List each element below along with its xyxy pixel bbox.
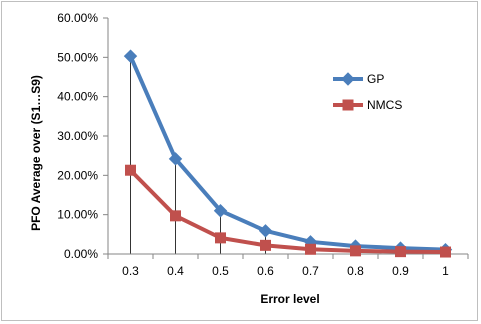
data-point — [168, 152, 183, 166]
y-tick-label: 60.00% — [57, 11, 98, 25]
data-point — [440, 246, 451, 258]
legend-marker — [341, 72, 355, 86]
legend-label: GP — [367, 72, 384, 86]
x-tick-label: 0.7 — [302, 264, 319, 278]
legend-marker — [342, 99, 354, 111]
legend: GP NMCS — [333, 72, 402, 112]
x-tick-label: 0.3 — [122, 264, 139, 278]
legend-item-nmcs: NMCS — [333, 98, 402, 112]
series-gp — [123, 49, 453, 257]
y-axis-title: PFO Average over (S1…S9) — [29, 75, 43, 231]
x-axis-title: Error level — [260, 292, 319, 306]
x-tick-label: 0.5 — [212, 264, 229, 278]
legend-item-gp: GP — [333, 72, 384, 86]
data-point — [170, 210, 181, 222]
series-line — [129, 168, 446, 255]
data-point — [213, 204, 228, 218]
y-tick-label: 30.00% — [57, 129, 98, 143]
data-point — [305, 243, 316, 255]
legend-label: NMCS — [367, 98, 402, 112]
data-point — [258, 224, 273, 238]
data-point — [123, 49, 138, 63]
y-tick-label: 0.00% — [64, 247, 98, 261]
y-tick-label: 10.00% — [57, 208, 98, 222]
x-tick-label: 1 — [442, 264, 449, 278]
x-tick-label: 0.4 — [167, 264, 184, 278]
series-layer — [123, 49, 453, 258]
data-point — [215, 232, 226, 244]
chart-frame — [1, 1, 478, 321]
data-point — [350, 245, 361, 257]
axes: 0.00% 10.00% 20.00% 30.00% 40.00% 50.00% 60.00… — [57, 11, 469, 278]
series-line — [128, 55, 446, 252]
y-tick-label: 40.00% — [57, 90, 98, 104]
data-point — [125, 164, 136, 176]
series-nmcs — [125, 164, 451, 258]
y-tick-label: 20.00% — [57, 168, 98, 182]
data-point — [395, 246, 406, 258]
x-tick-label: 0.9 — [392, 264, 409, 278]
y-tick-label: 50.00% — [57, 50, 98, 64]
x-tick-label: 0.8 — [347, 264, 364, 278]
x-tick-label: 0.6 — [257, 264, 274, 278]
data-point — [260, 239, 271, 251]
